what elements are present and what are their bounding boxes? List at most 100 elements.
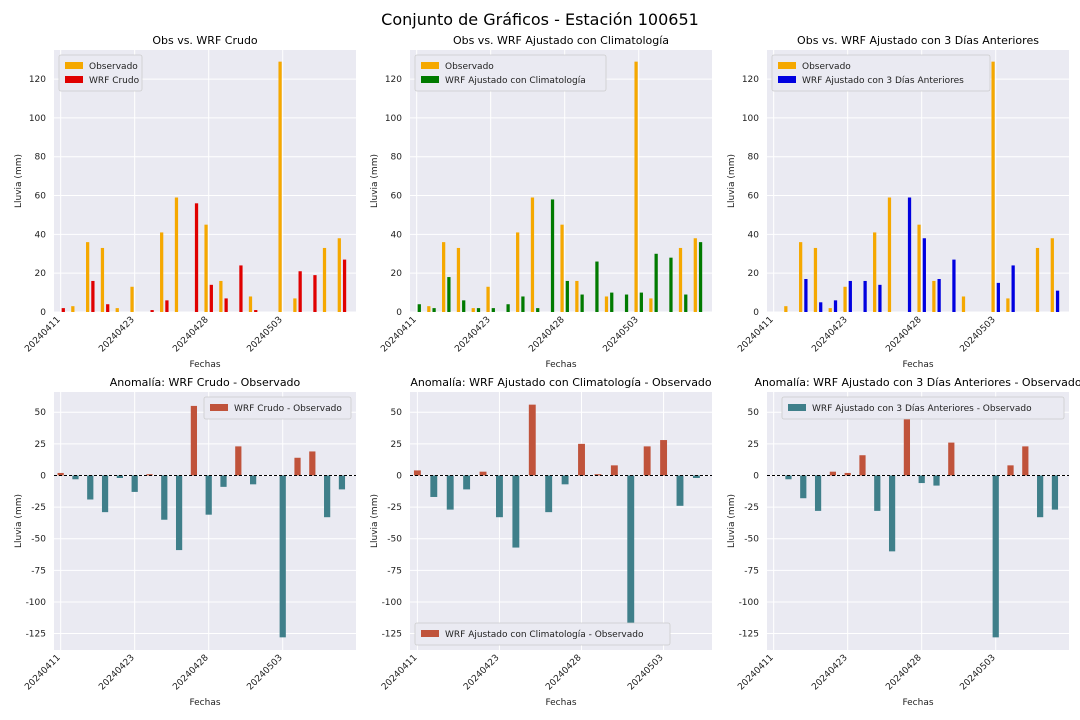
y-tick-label: 80: [391, 153, 403, 163]
data-bar: [190, 405, 198, 476]
chart-6: -125 -100 -75 -50 -25 0 25 50 20240411 20240423 20…: [727, 376, 1080, 708]
data-bar: [413, 470, 421, 476]
data-bar: [692, 475, 700, 478]
data-bar: [844, 472, 851, 476]
data-bar: [828, 308, 832, 312]
legend-label: WRF Ajustado con 3 Días Anteriores - Obs…: [812, 404, 1032, 414]
x-tick-label: 20240411: [380, 653, 419, 692]
data-bar: [833, 300, 838, 312]
chart-2: 0 20 40 60 80 100 120 20240411 20240423 20240428 2…: [370, 34, 712, 370]
data-bar: [814, 475, 822, 511]
x-axis-label: Fechas: [545, 360, 576, 370]
data-bar: [471, 308, 475, 312]
legend: WRF Ajustado con 3 Días Anteriores - Obs…: [781, 396, 1065, 420]
y-axis-label: Lluvia (mm): [14, 154, 24, 208]
data-bar: [71, 306, 75, 312]
y-tick-label: 100: [385, 114, 402, 124]
data-bar: [160, 232, 164, 312]
data-bar: [848, 280, 852, 312]
legend-swatch: [421, 630, 439, 637]
data-bar: [992, 475, 999, 638]
y-tick-label: 40: [35, 230, 47, 240]
data-bar: [235, 446, 242, 476]
data-bar: [643, 446, 651, 476]
data-bar: [932, 280, 936, 312]
data-bar: [610, 292, 614, 312]
data-bar: [843, 286, 847, 312]
chart-title: Anomalía: WRF Ajustado con Climatología …: [410, 376, 712, 389]
chart-title: Obs vs. WRF Ajustado con Climatología: [453, 34, 669, 47]
data-bar: [432, 308, 436, 312]
data-bar: [463, 475, 471, 490]
legend-swatch: [421, 76, 439, 83]
plot-area: [767, 392, 1069, 650]
legend: Observado WRF Crudo: [58, 54, 143, 92]
data-bar: [194, 203, 199, 312]
x-tick-label: 20240411: [23, 315, 62, 354]
x-axis-label: Fechas: [902, 698, 933, 708]
data-bar: [878, 284, 882, 312]
plot-area: [410, 392, 712, 650]
y-tick-label: 40: [748, 230, 760, 240]
x-tick-label: 20240428: [171, 653, 211, 693]
legend-swatch: [210, 404, 228, 411]
y-tick-label: 20: [748, 269, 760, 279]
y-tick-label: 20: [391, 269, 403, 279]
data-bar: [1006, 298, 1010, 312]
data-bar: [248, 296, 253, 312]
data-bar: [634, 61, 638, 313]
legend-box: [203, 396, 352, 420]
data-bar: [873, 232, 877, 312]
y-tick-label: 120: [742, 75, 759, 85]
data-bar: [130, 286, 134, 312]
data-bar: [937, 279, 941, 312]
data-bar: [550, 199, 555, 312]
y-tick-label: -50: [387, 535, 402, 545]
data-bar: [506, 304, 510, 312]
x-tick-label: 20240423: [453, 315, 492, 354]
data-bar: [819, 302, 823, 312]
data-bar: [175, 475, 183, 551]
data-bar: [903, 412, 911, 476]
data-bar: [922, 238, 926, 312]
legend: Observado WRF Ajustado con Climatología: [414, 54, 607, 92]
data-bar: [604, 296, 609, 312]
y-tick-label: 50: [391, 408, 403, 418]
data-bar: [678, 247, 683, 312]
data-bar: [491, 308, 495, 312]
data-bar: [224, 298, 228, 312]
y-tick-label: 0: [753, 471, 759, 481]
data-bar: [684, 294, 688, 312]
legend-box: [414, 54, 607, 92]
data-bar: [447, 277, 451, 312]
data-bar: [874, 475, 881, 511]
data-bar: [150, 310, 154, 312]
data-bar: [87, 475, 94, 500]
data-bar: [342, 259, 347, 312]
data-bar: [427, 306, 431, 312]
data-bar: [859, 455, 866, 476]
data-bar: [86, 242, 90, 312]
data-bar: [676, 475, 684, 506]
data-bar: [446, 475, 454, 510]
data-bar: [161, 475, 168, 520]
data-bar: [565, 280, 569, 312]
data-bar: [239, 265, 243, 312]
y-tick-label: 0: [753, 308, 759, 318]
data-bar: [961, 296, 966, 312]
plot-area: [54, 392, 356, 650]
data-bar: [496, 475, 503, 518]
data-bar: [639, 292, 643, 312]
legend-label: WRF Crudo - Observado: [234, 404, 342, 414]
data-bar: [580, 294, 584, 312]
data-bar: [116, 475, 123, 478]
data-bar: [219, 280, 223, 312]
legend: Observado WRF Ajustado con 3 Días Anterio…: [771, 54, 991, 92]
data-bar: [948, 442, 955, 476]
x-axis-label: Fechas: [902, 360, 933, 370]
data-bar: [1022, 446, 1029, 476]
data-bar: [933, 475, 940, 486]
data-bar: [516, 232, 520, 312]
